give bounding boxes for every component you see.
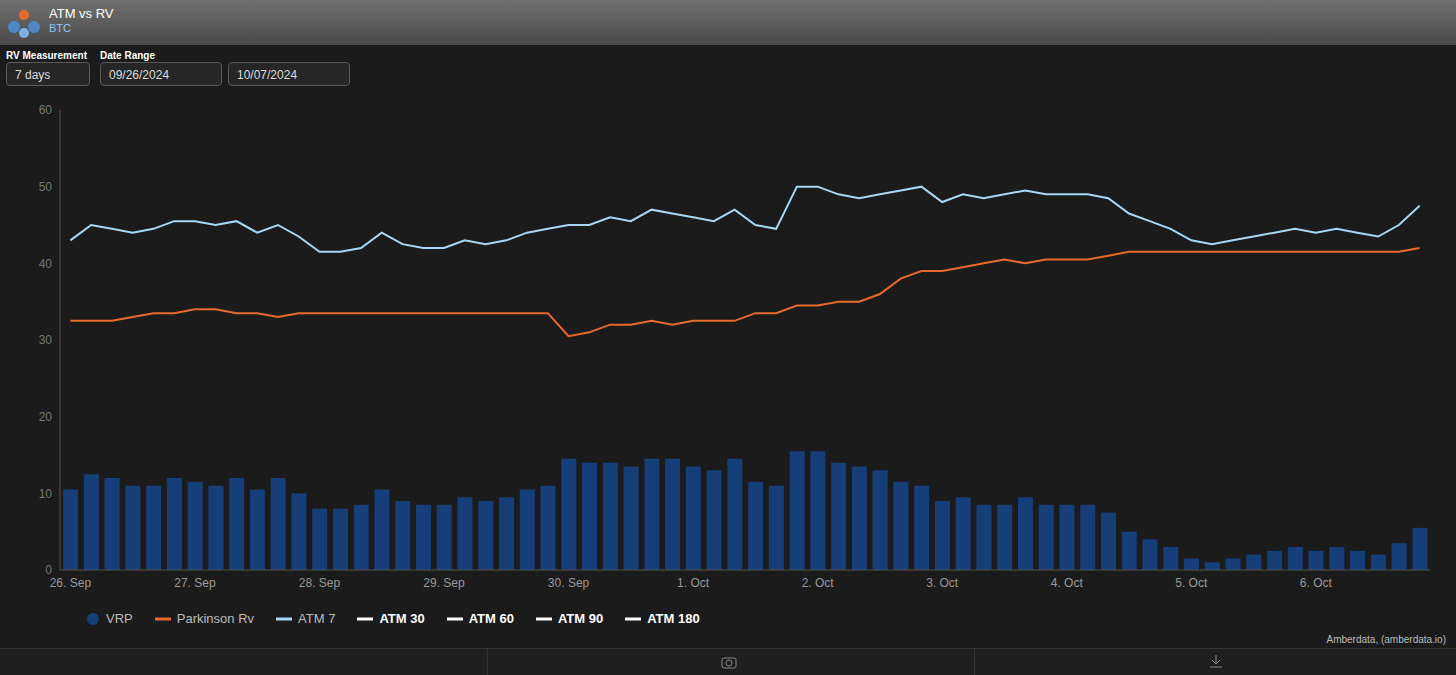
html-text:10/07/2024: 10/07/2024 bbox=[237, 68, 298, 82]
html-text:ATM 60: ATM 60 bbox=[468, 611, 514, 626]
html-text:Date Range: Date Range bbox=[100, 50, 155, 61]
html-text:Parkinson Rv: Parkinson Rv bbox=[176, 611, 254, 626]
html-text:ATM 7: ATM 7 bbox=[298, 611, 336, 626]
svg-text:1. Oct: 1. Oct bbox=[677, 576, 710, 590]
html-text:BTC: BTC bbox=[49, 22, 71, 34]
html-text:ATM 30: ATM 30 bbox=[379, 611, 425, 626]
svg-text:3. Oct: 3. Oct bbox=[926, 576, 959, 590]
svg-text:30. Sep: 30. Sep bbox=[548, 576, 590, 590]
html-text:Amberdata, (amberdata.io): Amberdata, (amberdata.io) bbox=[1326, 634, 1446, 645]
svg-text:27. Sep: 27. Sep bbox=[174, 576, 216, 590]
html-text:09/26/2024: 09/26/2024 bbox=[109, 68, 170, 82]
svg-text:5. Oct: 5. Oct bbox=[1175, 576, 1208, 590]
html-text:ATM 180: ATM 180 bbox=[647, 611, 700, 626]
html-text:ATM vs RV: ATM vs RV bbox=[49, 6, 114, 21]
svg-text:6. Oct: 6. Oct bbox=[1300, 576, 1333, 590]
html-text:7 days: 7 days bbox=[15, 68, 51, 82]
svg-text:2. Oct: 2. Oct bbox=[802, 576, 835, 590]
svg-text:0: 0 bbox=[45, 563, 52, 577]
html-text:VRP: VRP bbox=[106, 611, 133, 626]
svg-text:28. Sep: 28. Sep bbox=[299, 576, 341, 590]
html-text:ATM 90: ATM 90 bbox=[557, 611, 604, 626]
svg-text:4. Oct: 4. Oct bbox=[1051, 576, 1084, 590]
svg-text:40: 40 bbox=[39, 257, 53, 271]
svg-text:20: 20 bbox=[39, 410, 53, 424]
html-text:RV Measurement: RV Measurement bbox=[6, 50, 87, 61]
svg-text:60: 60 bbox=[39, 103, 53, 117]
svg-text:30: 30 bbox=[39, 333, 53, 347]
svg-text:29. Sep: 29. Sep bbox=[423, 576, 465, 590]
svg-text:26. Sep: 26. Sep bbox=[50, 576, 92, 590]
svg-text:10: 10 bbox=[39, 487, 53, 501]
svg-text:50: 50 bbox=[39, 180, 53, 194]
